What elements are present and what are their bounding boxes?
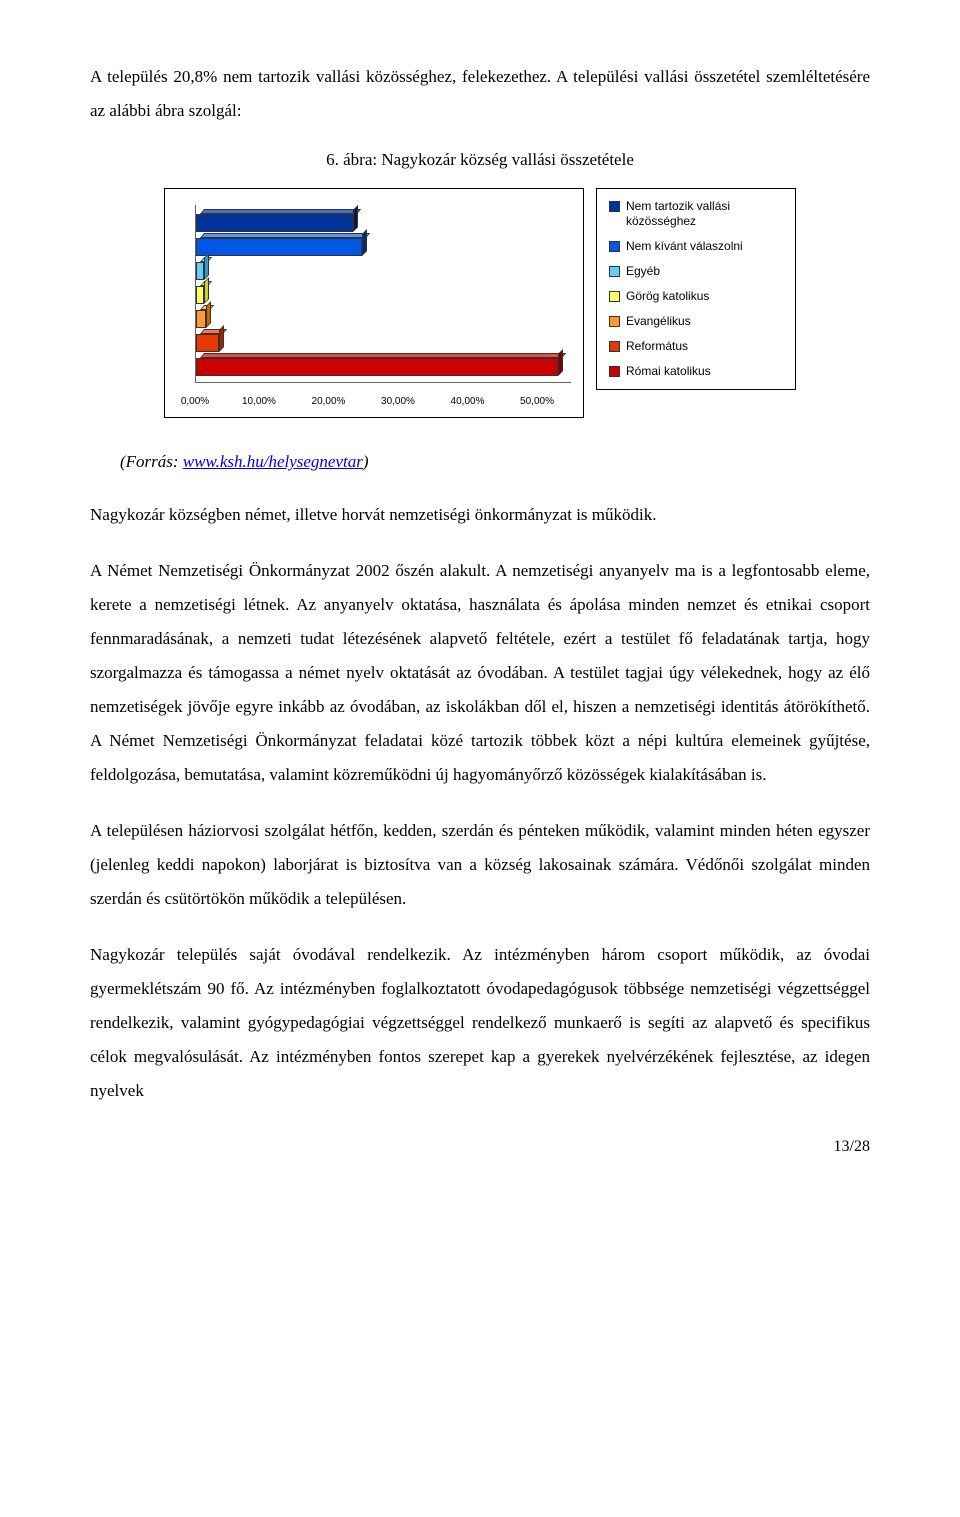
chart-container: 0,00% 10,00% 20,00% 30,00% 40,00% 50,00% Nem … — [90, 188, 870, 418]
chart-title: 6. ábra: Nagykozár község vallási összet… — [90, 150, 870, 170]
chart-plot-area: 0,00% 10,00% 20,00% 30,00% 40,00% 50,00% — [164, 188, 584, 418]
chart-bar — [196, 286, 204, 304]
legend-label: Evangélikus — [626, 314, 691, 329]
legend-swatch — [609, 316, 620, 327]
body-paragraph-4: A településen háziorvosi szolgálat hétfő… — [90, 814, 870, 916]
x-tick-label: 10,00% — [242, 396, 276, 407]
x-tick-label: 40,00% — [451, 396, 485, 407]
x-tick-label: 0,00% — [181, 396, 209, 407]
legend-label: Nem kívánt válaszolni — [626, 239, 743, 254]
legend-swatch — [609, 291, 620, 302]
legend-swatch — [609, 201, 620, 212]
legend-label: Nem tartozik vallási közösséghez — [626, 199, 783, 229]
chart-legend: Nem tartozik vallási közösséghez Nem kívá… — [596, 188, 796, 390]
legend-item: Nem tartozik vallási közösséghez — [609, 199, 783, 229]
legend-item: Nem kívánt válaszolni — [609, 239, 783, 254]
x-tick-label: 30,00% — [381, 396, 415, 407]
chart-bar — [196, 214, 353, 232]
body-paragraph-2: Nagykozár községben német, illetve horvá… — [90, 498, 870, 532]
legend-item: Református — [609, 339, 783, 354]
legend-label: Egyéb — [626, 264, 660, 279]
source-prefix: (Forrás: — [120, 452, 183, 471]
chart-bar — [196, 334, 219, 352]
legend-item: Egyéb — [609, 264, 783, 279]
chart-bar — [196, 238, 362, 256]
legend-item: Evangélikus — [609, 314, 783, 329]
legend-swatch — [609, 366, 620, 377]
body-paragraph-5: Nagykozár település saját óvodával rende… — [90, 938, 870, 1108]
intro-paragraph: A település 20,8% nem tartozik vallási k… — [90, 60, 870, 128]
legend-label: Református — [626, 339, 688, 354]
legend-swatch — [609, 266, 620, 277]
page-number: 13/28 — [90, 1138, 870, 1156]
legend-item: Görög katolikus — [609, 289, 783, 304]
x-tick-label: 20,00% — [312, 396, 346, 407]
body-paragraph-3: A Német Nemzetiségi Önkormányzat 2002 ős… — [90, 554, 870, 792]
legend-label: Római katolikus — [626, 364, 711, 379]
chart-bar — [196, 358, 558, 376]
chart-bar — [196, 262, 204, 280]
legend-label: Görög katolikus — [626, 289, 709, 304]
legend-swatch — [609, 341, 620, 352]
legend-item: Római katolikus — [609, 364, 783, 379]
x-tick-label: 50,00% — [520, 396, 554, 407]
chart-bar — [196, 310, 206, 328]
chart-source: (Forrás: www.ksh.hu/helysegnevtar) — [120, 452, 870, 472]
source-link[interactable]: www.ksh.hu/helysegnevtar — [183, 452, 363, 471]
source-suffix: ) — [363, 452, 369, 471]
legend-swatch — [609, 241, 620, 252]
